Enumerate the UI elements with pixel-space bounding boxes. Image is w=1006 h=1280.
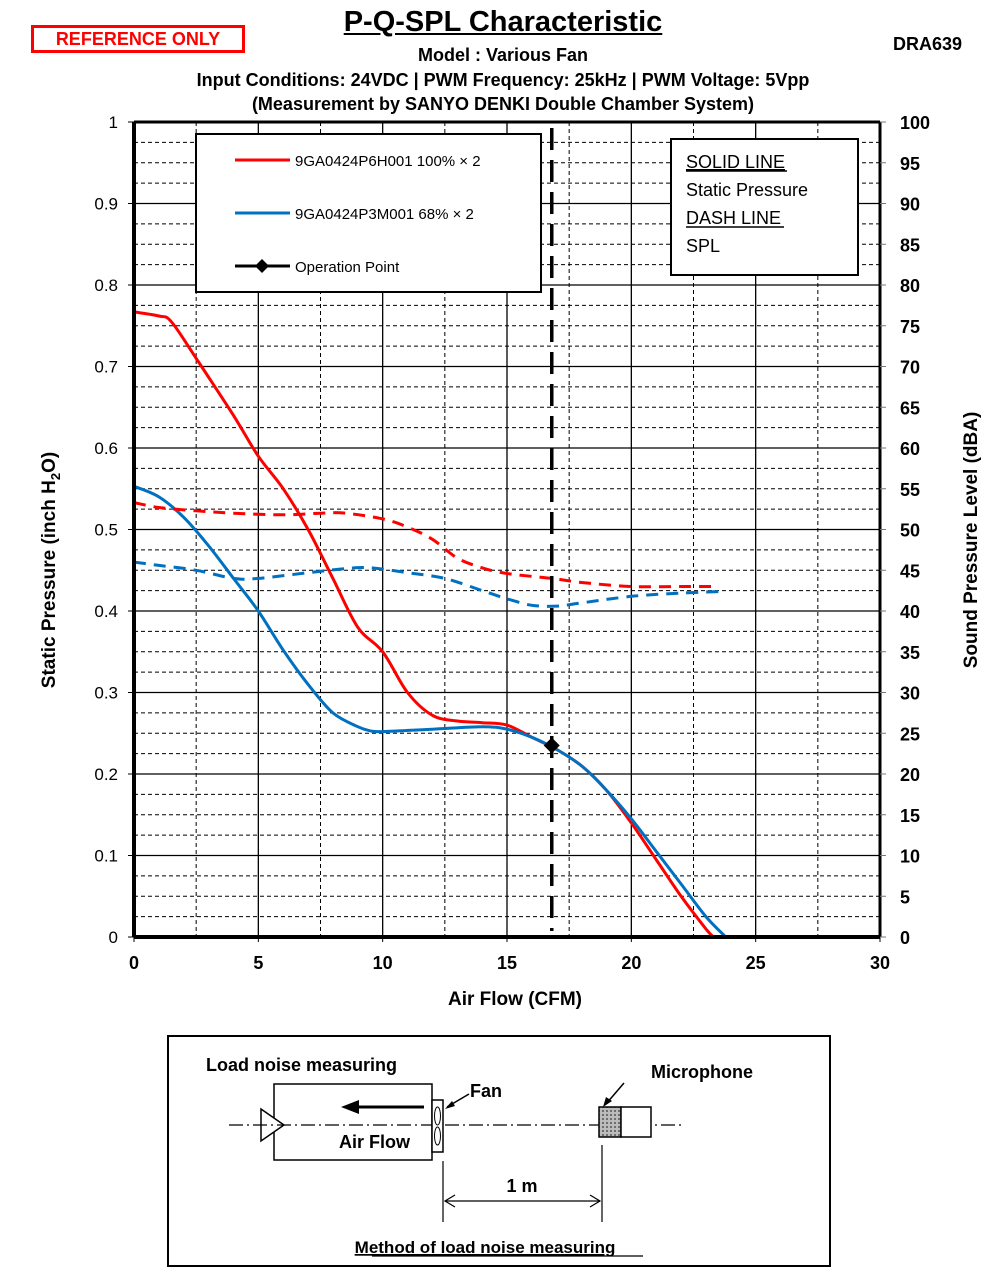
y2-tick-label: 25 xyxy=(900,724,920,744)
y2-tick-label: 60 xyxy=(900,439,920,459)
tick-labels: 0 5 10 15 20 25 3000.10.20.30.40.50.60.70.80.9… xyxy=(94,113,930,973)
y-tick-label: 0.9 xyxy=(94,195,118,214)
airflow-label: Air Flow xyxy=(339,1132,411,1152)
x-tick-label: 5 xyxy=(253,953,263,973)
y2-tick-label: 80 xyxy=(900,276,920,296)
legend-entry: Operation Point xyxy=(295,259,400,276)
red-spl-line xyxy=(133,501,719,589)
legend-entry: 9GA0424P3M001 68% × 2 xyxy=(295,206,474,223)
note-spl: SPL xyxy=(686,236,720,256)
y2-tick-label: 35 xyxy=(900,643,920,663)
y-tick-label: 0 xyxy=(109,928,118,947)
note-box xyxy=(670,138,859,276)
measurement-note: (Measurement by SANYO DENKI Double Chamb… xyxy=(251,94,755,114)
y2-tick-label: 90 xyxy=(900,195,920,215)
title-text: P-Q-SPL Characteristic xyxy=(343,6,663,38)
pq-spl-chart: 0 5 10 15 20 25 3000.10.20.30.40.50.60.70.80.9… xyxy=(39,113,982,1010)
y-axis-title-subscript: 2 xyxy=(48,473,63,480)
x-tick-label: 25 xyxy=(746,953,766,973)
y2-tick-label: 20 xyxy=(900,765,920,785)
input-conditions: Input Conditions: 24VDC | PWM Frequency:… xyxy=(196,70,810,90)
y-tick-label: 0.2 xyxy=(94,765,118,784)
arrow-left-icon xyxy=(341,1100,359,1114)
y2-tick-label: 85 xyxy=(900,235,920,255)
y2-tick-label: 15 xyxy=(900,806,920,826)
y-tick-label: 0.8 xyxy=(94,276,118,295)
diagram-caption: Method of load noise measuring xyxy=(355,1238,616,1257)
x-tick-label: 0 xyxy=(129,953,139,973)
document-code: DRA639 xyxy=(892,34,962,54)
line-style-note: SOLID LINE Static Pressure DASH LINE SPL xyxy=(670,138,859,276)
y2-tick-label: 10 xyxy=(900,847,920,867)
y2-tick-label: 5 xyxy=(900,887,910,907)
blue-spl-line xyxy=(133,560,724,608)
y-axis-title-part: Static Pressure (inch H xyxy=(39,480,60,688)
y2-tick-label: 55 xyxy=(900,480,920,500)
diagram-heading: Load noise measuring xyxy=(206,1055,397,1075)
x-tick-label: 10 xyxy=(373,953,393,973)
y-tick-label: 0.3 xyxy=(94,684,118,703)
fan-label: Fan xyxy=(470,1081,502,1101)
note-dash-line: DASH LINE xyxy=(686,208,781,228)
y-axis-title-part: O) xyxy=(39,452,60,473)
operation-point-marker xyxy=(543,737,560,754)
diamond-icon xyxy=(255,259,269,273)
measurement-diagram: Load noise measuring Air Flow Fan Microp… xyxy=(167,1035,831,1267)
microphone-icon xyxy=(598,1106,622,1138)
note-solid-line: SOLID LINE xyxy=(686,152,785,172)
y2-tick-label: 65 xyxy=(900,398,920,418)
x-tick-label: 15 xyxy=(497,953,517,973)
page-title: P-Q-SPL Characteristic xyxy=(0,6,1006,39)
y2-tick-label: 70 xyxy=(900,358,920,378)
y2-tick-label: 45 xyxy=(900,561,920,581)
x-tick-label: 20 xyxy=(621,953,641,973)
y-axis-title: Static Pressure (inch H2O) xyxy=(39,452,63,688)
y-tick-label: 1 xyxy=(109,113,118,132)
y-tick-label: 0.1 xyxy=(94,847,118,866)
y-tick-label: 0.4 xyxy=(94,602,118,621)
y-tick-label: 0.5 xyxy=(94,521,118,540)
y2-tick-label: 75 xyxy=(900,317,920,337)
y2-tick-label: 40 xyxy=(900,602,920,622)
y2-tick-label: 30 xyxy=(900,684,920,704)
note-static-pressure: Static Pressure xyxy=(686,180,808,200)
y2-axis-title: Sound Pressure Level (dBA) xyxy=(961,412,982,669)
y2-tick-label: 50 xyxy=(900,521,920,541)
reference-only-badge: REFERENCE ONLY xyxy=(31,25,245,53)
x-tick-label: 30 xyxy=(870,953,890,973)
x-axis-title: Air Flow (CFM) xyxy=(448,989,582,1010)
legend: 9GA0424P6H001 100% × 2 9GA0424P3M001 68%… xyxy=(195,133,542,293)
y2-tick-label: 100 xyxy=(900,113,930,133)
legend-entry: 9GA0424P6H001 100% × 2 xyxy=(295,153,481,170)
fan-icon xyxy=(431,1099,444,1153)
series-layer xyxy=(133,128,727,939)
blue-static-pressure-line xyxy=(133,484,727,939)
red-static-pressure-line xyxy=(133,310,715,939)
diagram-drawing: Load noise measuring Air Flow Fan Microp… xyxy=(206,1055,753,1257)
microphone-label: Microphone xyxy=(651,1062,753,1082)
y2-tick-label: 0 xyxy=(900,928,910,948)
y2-tick-label: 95 xyxy=(900,154,920,174)
model-subtitle: Model : Various Fan xyxy=(417,45,589,65)
distance-label: 1 m xyxy=(506,1176,537,1196)
y-tick-label: 0.7 xyxy=(94,358,118,377)
y-tick-label: 0.6 xyxy=(94,439,118,458)
